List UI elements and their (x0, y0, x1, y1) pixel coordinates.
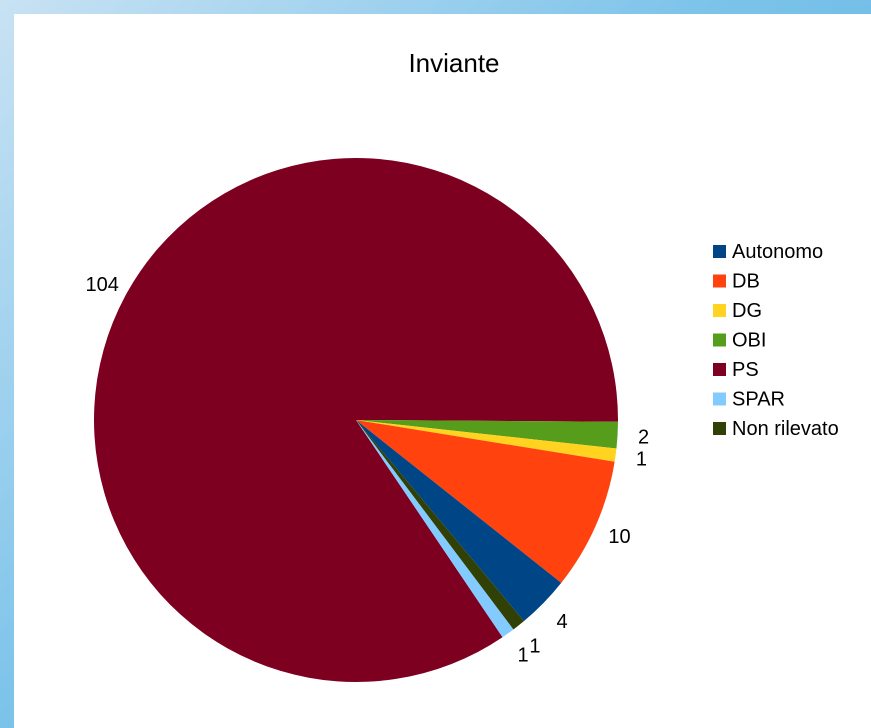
legend-label-obi: OBI (732, 330, 766, 352)
legend-swatch-ps (713, 363, 726, 376)
legend-swatch-non-rilevato (713, 422, 726, 435)
legend-label-non-rilevato: Non rilevato (732, 418, 839, 440)
legend-label-spar: SPAR (732, 389, 785, 411)
legend-swatch-dg (713, 304, 726, 317)
legend-swatch-spar (713, 392, 726, 406)
chart-title: Inviante (408, 48, 499, 78)
legend-swatch-obi (713, 333, 726, 347)
pie-slices (93, 158, 618, 683)
legend-label-db: DB (732, 271, 760, 293)
legend-label-autonomo: Autonomo (732, 241, 823, 263)
legend: Autonomo DB DG OBI PS SPAR Non rilevato (713, 241, 839, 440)
pie-slice-spar (356, 420, 514, 638)
legend-label-ps: PS (732, 359, 759, 381)
pie-slice-db (356, 420, 615, 583)
legend-label-dg: DG (732, 300, 762, 322)
data-label-non-rilevato: 1 (529, 636, 540, 658)
pie-slice-autonomo (356, 420, 562, 622)
data-label-ps: 104 (86, 274, 119, 296)
pie-slice-dg (356, 420, 617, 462)
data-label-obi: 2 (638, 427, 649, 449)
pie-slice-obi (356, 420, 618, 449)
pie-slice-ps (93, 158, 618, 683)
data-label-spar: 1 (518, 645, 529, 667)
legend-swatch-autonomo (713, 245, 726, 258)
chart-panel: Inviante 104 2 1 10 4 1 1 Autonomo DB DG OBI PS SPA… (14, 14, 871, 728)
data-label-db: 10 (608, 526, 630, 548)
legend-swatch-db (713, 274, 726, 288)
data-label-autonomo: 4 (557, 611, 568, 633)
data-label-dg: 1 (636, 449, 647, 471)
pie-slice-non-rilevato (356, 420, 524, 630)
